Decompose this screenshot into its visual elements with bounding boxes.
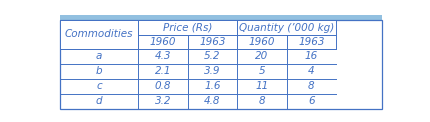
Bar (138, 35, 187, 49)
Text: 0.8: 0.8 (154, 81, 171, 91)
Text: a: a (96, 51, 102, 61)
Text: 20: 20 (255, 51, 268, 61)
Text: 3.2: 3.2 (154, 96, 171, 106)
Bar (286, 35, 335, 49)
Text: Price (Rs): Price (Rs) (163, 23, 212, 33)
Text: 8: 8 (307, 81, 314, 91)
Text: 1.6: 1.6 (204, 81, 220, 91)
Text: 1963: 1963 (298, 37, 324, 47)
Text: 4: 4 (307, 66, 314, 76)
Text: 4.3: 4.3 (154, 51, 171, 61)
Text: Commodities: Commodities (65, 29, 133, 39)
Text: c: c (96, 81, 102, 91)
Text: 11: 11 (255, 81, 268, 91)
Text: 1963: 1963 (199, 37, 225, 47)
Bar (187, 35, 236, 49)
Text: 1960: 1960 (150, 37, 176, 47)
Text: 16: 16 (304, 51, 317, 61)
Text: 8: 8 (258, 96, 265, 106)
Bar (237, 20, 335, 35)
Text: 1960: 1960 (248, 37, 275, 47)
Text: b: b (95, 66, 102, 76)
Text: 5.2: 5.2 (204, 51, 220, 61)
Bar (237, 35, 286, 49)
Text: d: d (95, 96, 102, 106)
Text: 5: 5 (258, 66, 265, 76)
Bar (138, 20, 236, 35)
Text: 3.9: 3.9 (204, 66, 220, 76)
Text: Quantity (’000 kg): Quantity (’000 kg) (239, 23, 334, 33)
Bar (60, 15, 381, 20)
Text: 6: 6 (307, 96, 314, 106)
Bar (60, 20, 138, 49)
Text: 2.1: 2.1 (154, 66, 171, 76)
Text: 4.8: 4.8 (204, 96, 220, 106)
